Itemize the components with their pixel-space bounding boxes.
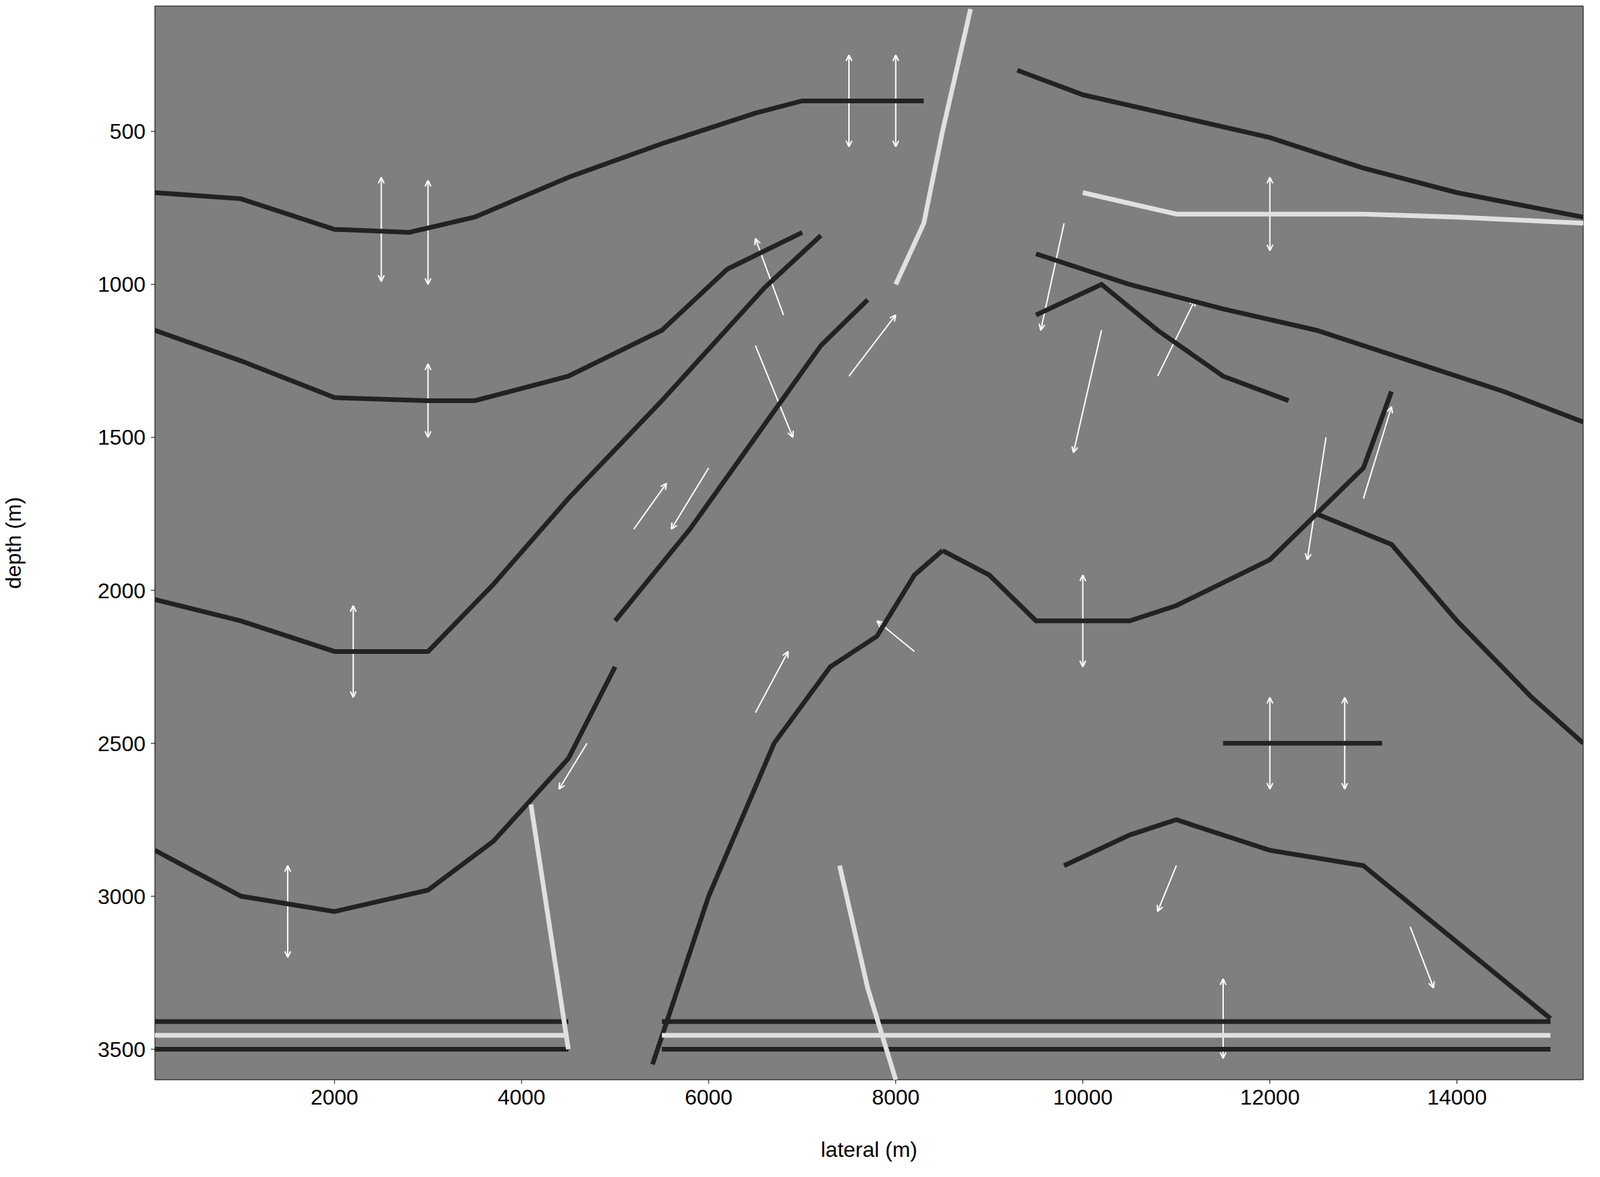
svg-text:3000: 3000 xyxy=(97,884,146,909)
svg-text:6000: 6000 xyxy=(684,1084,733,1110)
svg-text:1500: 1500 xyxy=(97,425,146,450)
svg-text:1000: 1000 xyxy=(97,272,146,297)
svg-text:12000: 12000 xyxy=(1239,1084,1300,1110)
svg-text:2000: 2000 xyxy=(97,578,146,603)
svg-text:lateral (m): lateral (m) xyxy=(820,1137,918,1162)
svg-text:2500: 2500 xyxy=(97,731,146,756)
svg-text:4000: 4000 xyxy=(497,1084,546,1110)
svg-text:8000: 8000 xyxy=(871,1084,920,1110)
svg-text:500: 500 xyxy=(109,119,146,144)
svg-text:depth (m): depth (m) xyxy=(1,496,26,589)
svg-text:2000: 2000 xyxy=(310,1084,359,1110)
svg-text:3500: 3500 xyxy=(97,1037,146,1062)
svg-text:10000: 10000 xyxy=(1052,1084,1113,1110)
svg-text:14000: 14000 xyxy=(1426,1084,1487,1110)
